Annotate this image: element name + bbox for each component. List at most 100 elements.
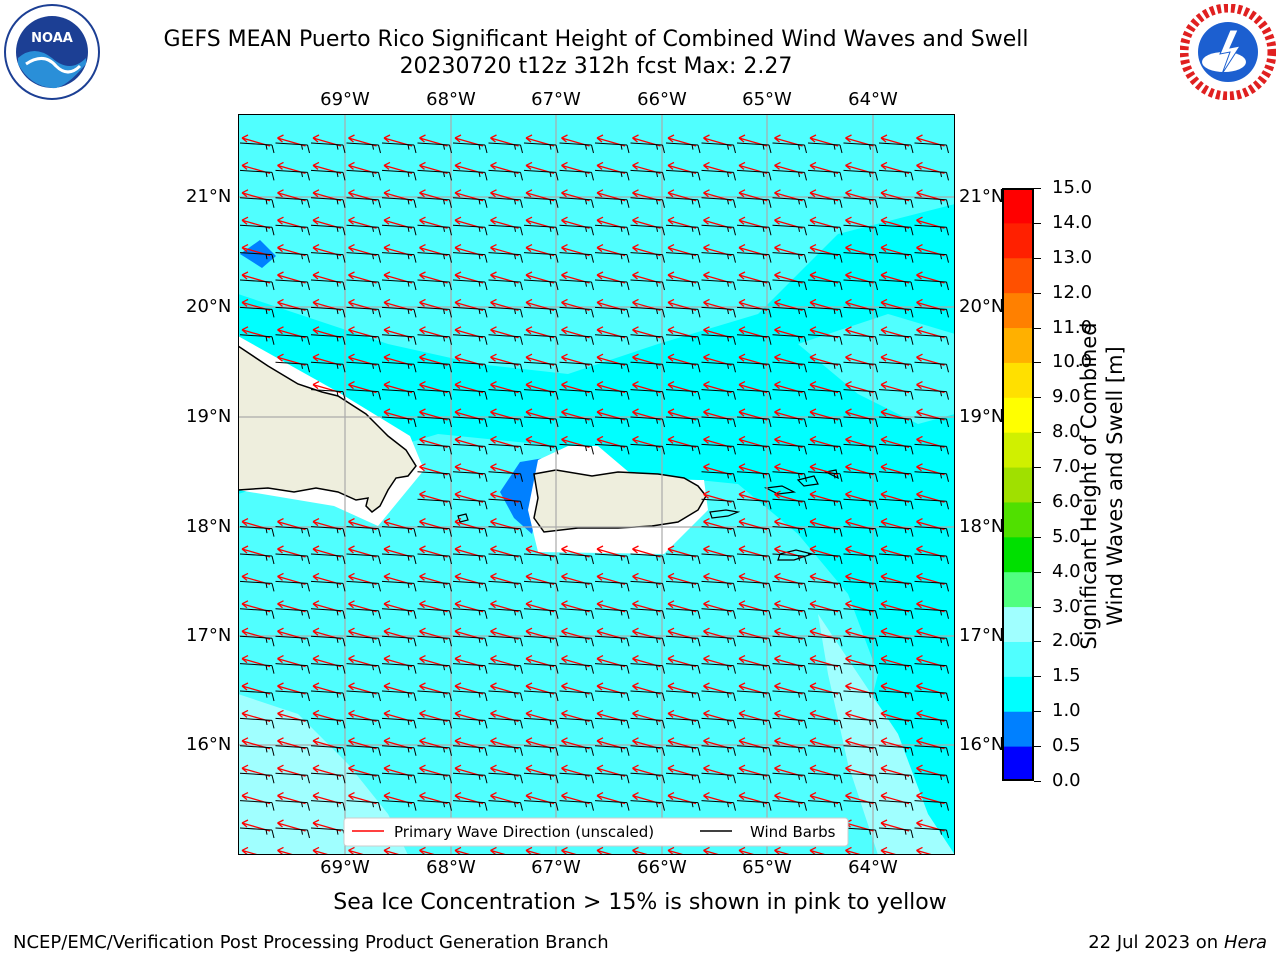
wind-barb: [452, 306, 488, 318]
wind-barb: [701, 361, 736, 373]
wind-barb: [559, 334, 594, 345]
wind-barb: [523, 580, 559, 592]
wind-barb: [843, 142, 878, 154]
wind-barb: [523, 389, 559, 400]
wind-barb: [807, 772, 843, 784]
wind-barb: [843, 580, 878, 592]
wind-barb: [239, 772, 275, 784]
wind-barb: [417, 608, 452, 619]
wind-barb: [736, 663, 772, 674]
wind-barb: [701, 169, 736, 181]
wind-barb: [878, 526, 914, 537]
wind-barb: [665, 635, 701, 647]
wind-barb: [914, 471, 949, 482]
wind-barb: [523, 306, 559, 318]
wind-barb: [275, 580, 310, 592]
wind-barb: [594, 197, 630, 208]
wind-barb: [559, 635, 594, 647]
wind-barb: [275, 717, 310, 729]
wind-barb: [559, 224, 594, 236]
wind-barb: [488, 553, 523, 565]
lat-label: 21°N: [959, 186, 1005, 207]
wind-barb: [275, 142, 310, 154]
colorbar-segment: [1002, 257, 1034, 294]
wind-barb: [807, 717, 843, 729]
wind-barb: [381, 389, 417, 400]
wind-barb: [559, 443, 594, 455]
wind-barb: [665, 334, 701, 345]
wind-barb: [843, 526, 878, 537]
wind-barb: [843, 334, 878, 345]
wind-barb: [346, 800, 381, 811]
wind-barb: [701, 389, 736, 400]
wind-barb: [914, 827, 949, 839]
wind-barb: [878, 717, 914, 729]
wind-barb: [630, 717, 665, 729]
wind-barb: [488, 279, 523, 291]
lat-label: 17°N: [959, 625, 1005, 646]
wind-barb: [488, 745, 523, 756]
wind-barb: [594, 389, 630, 400]
wind-barb: [594, 580, 630, 592]
wind-barb: [488, 169, 523, 181]
wind-barb: [488, 772, 523, 784]
wind-barb: [239, 745, 275, 756]
wind-barb: [417, 252, 452, 263]
colorbar-tick: [1034, 292, 1041, 294]
wind-barb: [417, 389, 452, 400]
wind-barb: [772, 252, 807, 263]
wind-barb: [807, 306, 843, 318]
wind-barb: [381, 279, 417, 291]
wind-barb: [878, 197, 914, 208]
lat-label: 19°N: [959, 406, 1005, 427]
wind-barb: [417, 361, 452, 373]
wind-barb: [310, 224, 346, 236]
wind-barb: [594, 800, 630, 811]
wind-barb: [665, 443, 701, 455]
wind-barb: [310, 389, 346, 400]
legend-barb-label: Wind Barbs: [750, 823, 836, 841]
wind-barb: [736, 498, 772, 510]
wind-barb: [381, 580, 417, 592]
colorbar: [1002, 188, 1034, 781]
colorbar-tick-label: 14.0: [1052, 211, 1093, 233]
wind-barb: [381, 224, 417, 236]
colorbar-tick: [1034, 432, 1041, 434]
wind-barb: [275, 553, 310, 565]
colorbar-tick: [1034, 222, 1041, 224]
wind-barb: [736, 443, 772, 455]
wind-barb: [452, 663, 488, 674]
wind-barb: [665, 580, 701, 592]
wind-barb: [488, 608, 523, 619]
wind-barb: [736, 800, 772, 811]
wind-barb: [381, 252, 417, 263]
colorbar-segment: [1002, 327, 1034, 363]
wind-barb: [594, 553, 630, 565]
wind-barb: [239, 827, 275, 839]
wind-barb: [665, 553, 701, 565]
wind-barb: [701, 142, 736, 154]
wind-barb: [417, 717, 452, 729]
wind-barb: [523, 361, 559, 373]
wind-barb: [594, 361, 630, 373]
wind-barb: [594, 663, 630, 674]
wind-barb: [807, 471, 843, 482]
wind-barb: [701, 635, 736, 647]
wind-barb: [452, 580, 488, 592]
wind-barb: [772, 717, 807, 729]
wind-barb: [239, 334, 275, 345]
wind-barb: [417, 690, 452, 702]
wind-barb: [346, 635, 381, 647]
wind-barb: [772, 279, 807, 291]
land-vieques: [709, 509, 741, 519]
wind-barb: [488, 252, 523, 263]
wind-barb: [559, 663, 594, 674]
wind-barb: [275, 663, 310, 674]
wind-barb: [310, 361, 346, 373]
wind-barb: [630, 635, 665, 647]
wind-barb: [381, 772, 417, 784]
wind-barb: [488, 471, 523, 482]
wind-barb: [559, 197, 594, 208]
wind-barb: [275, 252, 310, 263]
wind-barb: [701, 663, 736, 674]
